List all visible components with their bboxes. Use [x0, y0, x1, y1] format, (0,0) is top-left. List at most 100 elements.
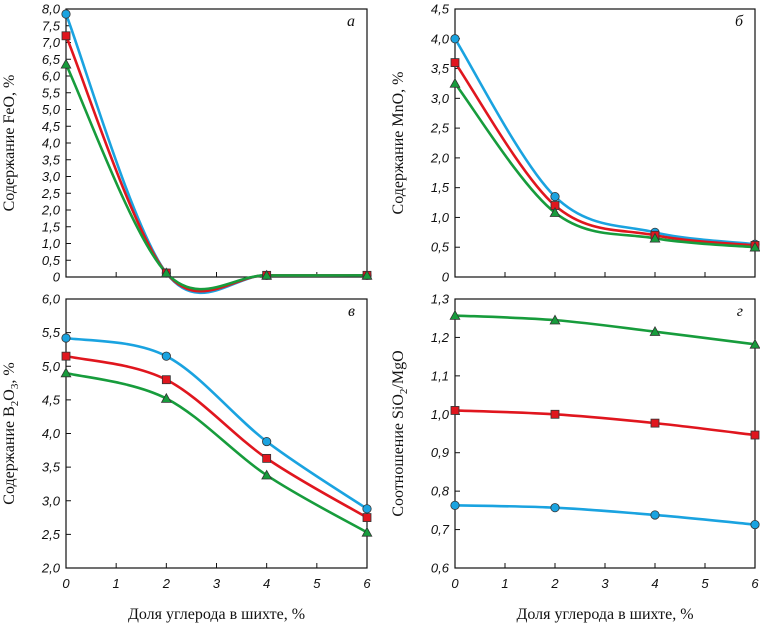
- y-tick-label: 2,0: [41, 203, 61, 218]
- data-point-square: [550, 409, 560, 419]
- y-tick-label: 0: [442, 270, 450, 285]
- y-tick-label: 1,0: [431, 210, 450, 225]
- y-tick-label: 0: [53, 270, 61, 285]
- y-tick-label: 0,7: [431, 522, 450, 537]
- x-tick-label: 5: [701, 576, 709, 591]
- data-point-circle: [262, 436, 272, 447]
- data-point-circle: [550, 503, 560, 513]
- x-tick-label: 3: [601, 576, 609, 591]
- data-point-triangle: [549, 207, 561, 217]
- data-point-square: [450, 406, 460, 415]
- y-tick-label: 7,0: [42, 35, 61, 50]
- y-tick-label: 1,2: [431, 330, 450, 345]
- y-tick-label: 2,5: [41, 527, 61, 542]
- y-tick-label: 1,5: [42, 219, 61, 234]
- y-tick-label: 4,0: [431, 31, 450, 46]
- data-point-circle: [650, 510, 660, 520]
- y-tick-label: 3,5: [42, 460, 61, 475]
- y-tick-label: 2,0: [430, 150, 450, 165]
- data-point-circle: [450, 34, 460, 44]
- y-tick-label: 4,0: [42, 426, 61, 441]
- y-tick-label: 2,5: [430, 121, 450, 136]
- series-line-square: [453, 409, 757, 437]
- y-tick-label: 0,6: [431, 561, 450, 576]
- y-tick-label: 7,5: [42, 18, 61, 33]
- y-tick-label: 4,5: [42, 392, 61, 407]
- data-point-circle: [61, 9, 71, 19]
- chart-panel-в: 2,0 2,5 3,0 3,5 4,0 4,5 5,0 5,5 6,0 0 1 2 3 4 5 6 в Содер…: [1, 292, 373, 623]
- data-point-square: [161, 375, 171, 385]
- chart-panel-б: 0 0,5 1,0 1,5 2,0 2,5 3,0 3,5 4,0 4,5 б Содержание …: [390, 2, 760, 285]
- data-point-circle: [450, 500, 460, 510]
- data-point-triangle: [60, 58, 72, 69]
- data-point-triangle: [449, 77, 461, 88]
- plot-frame: [454, 8, 756, 278]
- series-line-circle: [453, 504, 757, 526]
- data-point-triangle: [749, 241, 760, 252]
- data-point-circle: [61, 333, 71, 343]
- y-tick-label: 0,5: [431, 240, 450, 255]
- data-point-circle: [362, 504, 372, 514]
- y-tick-label: 1,0: [431, 407, 450, 422]
- series-line-triangle: [64, 371, 369, 534]
- series-line-circle: [453, 37, 757, 246]
- panel-letter: в: [348, 303, 355, 320]
- data-point-square: [650, 418, 660, 428]
- data-point-triangle: [60, 367, 72, 378]
- x-tick-label: 4: [263, 576, 270, 591]
- y-tick-label: 0,9: [431, 445, 449, 460]
- y-tick-label: 3,5: [42, 152, 61, 167]
- y-tick-label: 4,0: [42, 136, 61, 151]
- y-tick-label: 3,5: [431, 61, 450, 76]
- data-point-circle: [550, 192, 560, 202]
- series-line-triangle: [453, 314, 757, 346]
- x-tick-label: 4: [651, 576, 658, 591]
- panel-letter: г: [737, 303, 743, 320]
- x-axis-label: Доля углерода в шихте, %: [128, 606, 305, 623]
- y-tick-label: 4,5: [431, 2, 450, 17]
- y-tick-label: 3,0: [42, 493, 61, 508]
- series-line-square: [64, 354, 369, 519]
- y-tick-label: 1,5: [431, 180, 450, 195]
- y-tick-label: 2,0: [41, 561, 61, 576]
- x-tick-label: 6: [363, 576, 371, 591]
- x-tick-label: 2: [550, 576, 559, 591]
- panel-letter: а: [347, 13, 355, 30]
- chart-panel-а: 0 0,5 1,0 1,52,0 2,5 3,0 3,54,0 4,5 5,0 5,56,0 6,5…: [1, 2, 373, 295]
- data-point-square: [362, 513, 372, 522]
- y-tick-label: 3,0: [42, 169, 61, 184]
- y-tick-label: 6,0: [42, 69, 61, 84]
- series-line-triangle: [453, 82, 757, 249]
- data-point-circle: [161, 351, 171, 361]
- data-point-triangle: [361, 269, 373, 280]
- y-tick-label: 1,3: [431, 292, 450, 307]
- y-tick-label: 4,5: [42, 119, 61, 134]
- x-axis-label: Доля углерода в шихте, %: [516, 606, 693, 623]
- data-point-square: [450, 58, 460, 67]
- y-tick-label: 6,0: [42, 292, 61, 307]
- y-axis-label: Содержание FeO, %: [1, 75, 18, 212]
- data-point-triangle: [649, 232, 661, 243]
- y-tick-label: 1,0: [42, 236, 61, 251]
- x-tick-label: 2: [162, 576, 171, 591]
- x-tick-label: 1: [113, 576, 120, 591]
- series-line-circle: [64, 336, 369, 511]
- series-line-circle: [64, 12, 369, 295]
- data-point-square: [61, 351, 71, 361]
- x-tick-label: 0: [451, 576, 459, 591]
- series-line-triangle: [64, 62, 369, 291]
- data-point-triangle: [160, 392, 172, 403]
- y-tick-label: 5,0: [42, 359, 61, 374]
- y-tick-label: 5,5: [42, 325, 61, 340]
- x-tick-label: 3: [213, 576, 221, 591]
- data-point-triangle: [261, 469, 273, 480]
- data-point-square: [750, 430, 760, 440]
- x-tick-label: 5: [313, 576, 321, 591]
- data-point-triangle: [649, 326, 661, 336]
- data-point-square: [262, 453, 272, 463]
- panel-letter: б: [735, 13, 744, 30]
- y-axis-label: Соотношение SiO2/MgO: [390, 350, 410, 516]
- y-tick-label: 1,1: [431, 368, 449, 383]
- data-point-square: [61, 31, 71, 41]
